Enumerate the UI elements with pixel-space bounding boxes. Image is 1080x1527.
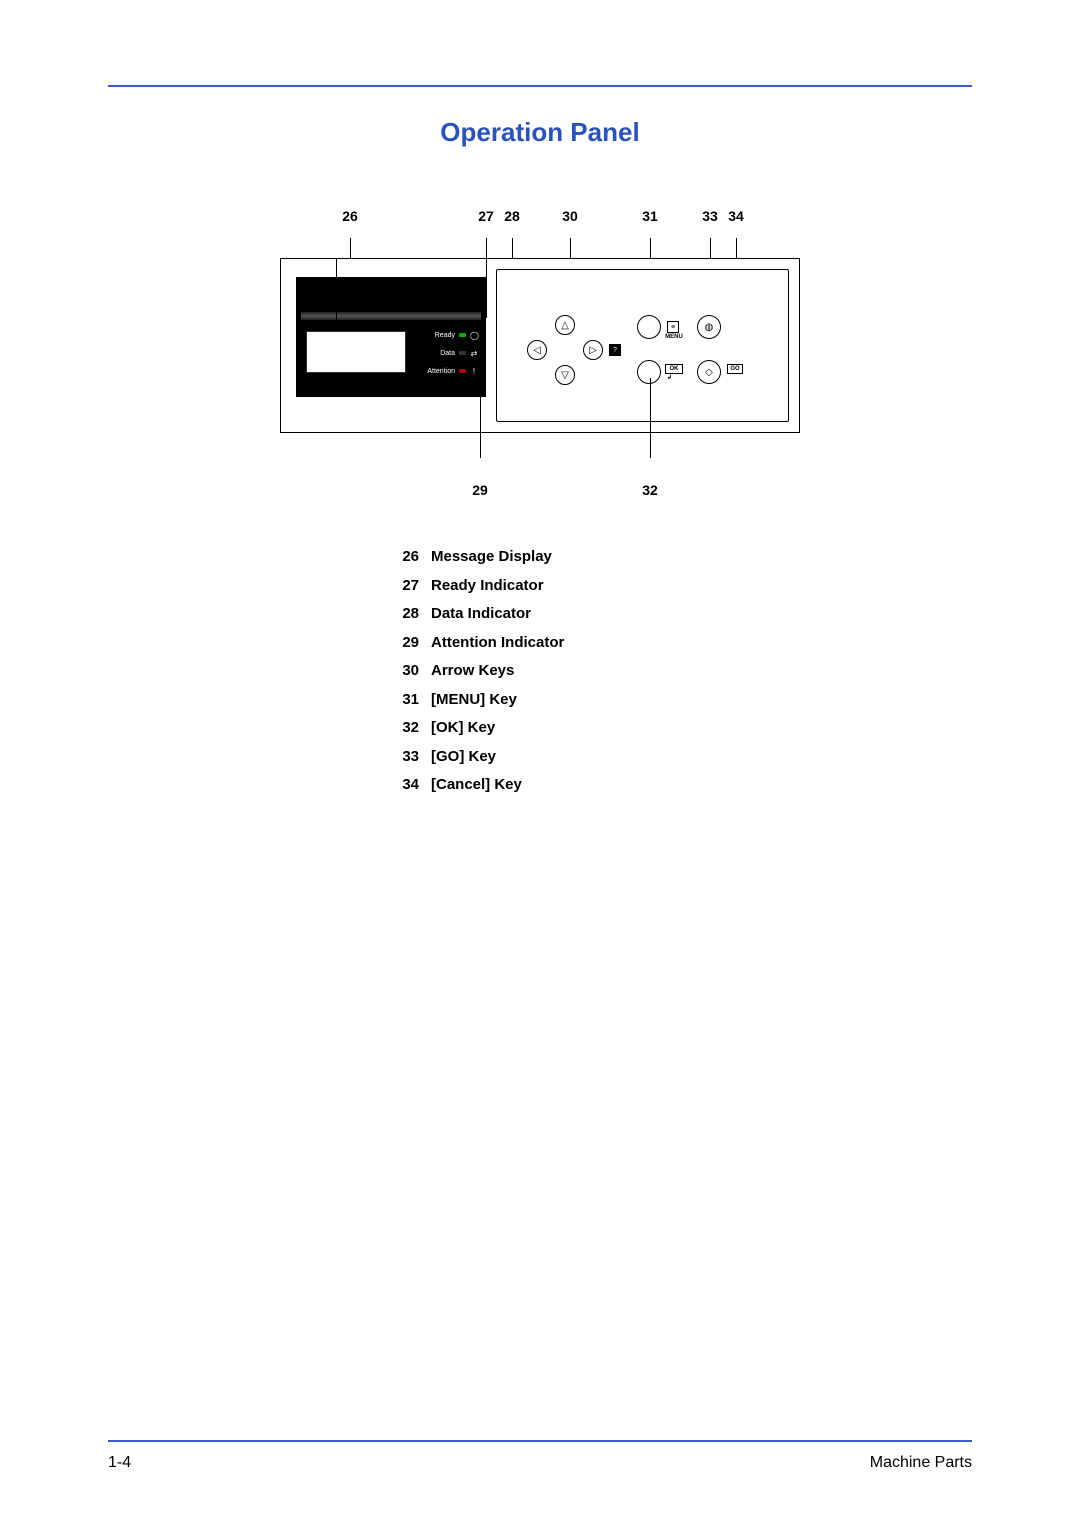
legend-num: 27 (395, 572, 419, 601)
callout-34: 34 (728, 208, 744, 224)
leader-29 (480, 378, 481, 458)
leader-33 (710, 238, 711, 258)
legend-row: 31 [MENU] Key (395, 686, 750, 715)
legend-text: [MENU] Key (431, 686, 517, 715)
legend-row: 26 Message Display (395, 543, 750, 572)
legend-row: 27 Ready Indicator (395, 572, 750, 601)
message-display (306, 331, 406, 373)
arrow-down-key[interactable]: ▽ (555, 365, 575, 385)
help-icon: ? (609, 344, 621, 356)
callout-33: 33 (702, 208, 718, 224)
legend-num: 31 (395, 686, 419, 715)
legend-num: 29 (395, 629, 419, 658)
data-led (459, 351, 466, 355)
section-name: Machine Parts (870, 1454, 972, 1472)
operation-panel-diagram: 26 27 28 30 31 33 34 Ecosys FS-C5200DN (280, 208, 800, 498)
legend-text: Ready Indicator (431, 572, 544, 601)
attention-label: Attention (413, 368, 455, 375)
legend-list: 26 Message Display 27 Ready Indicator 28 Da… (330, 543, 750, 800)
arrow-up-key[interactable]: △ (555, 315, 575, 335)
callout-32: 32 (642, 482, 658, 498)
keys-area: △ ◁ ▷ ▽ ? ≡ MENU OK ↲ ◍ ◇ GO (496, 269, 789, 422)
legend-row: 34 [Cancel] Key (395, 771, 750, 800)
attention-indicator-row: Attention ! (413, 362, 478, 380)
callout-27: 27 (478, 208, 494, 224)
legend-text: Attention Indicator (431, 629, 564, 658)
panel-frame: Ecosys FS-C5200DN Ready ◯ Data ⇄ (280, 258, 800, 433)
callout-26: 26 (342, 208, 358, 224)
ok-enter-icon: ↲ (667, 374, 672, 381)
legend-num: 26 (395, 543, 419, 572)
go-key[interactable]: ◍ (697, 315, 721, 339)
leader-34 (736, 238, 737, 258)
leader-32 (650, 378, 651, 458)
callout-28: 28 (504, 208, 520, 224)
callouts-bottom: 29 32 (280, 468, 800, 498)
display-strip (301, 312, 481, 320)
cancel-key[interactable]: ◇ (697, 360, 721, 384)
legend-text: [GO] Key (431, 743, 496, 772)
page-title: Operation Panel (108, 117, 972, 148)
attention-led (459, 369, 466, 373)
legend-text: Message Display (431, 543, 552, 572)
data-icon: ⇄ (470, 349, 478, 358)
leader-31 (650, 238, 651, 258)
leader-26-inner (336, 259, 337, 331)
indicator-column: Ready ◯ Data ⇄ Attention ! (413, 326, 478, 380)
legend-row: 28 Data Indicator (395, 600, 750, 629)
legend-row: 30 Arrow Keys (395, 657, 750, 686)
legend-row: 32 [OK] Key (395, 714, 750, 743)
legend-num: 28 (395, 600, 419, 629)
ready-label: Ready (413, 332, 455, 339)
leader-28 (512, 238, 513, 258)
leader-27 (486, 238, 487, 318)
legend-row: 29 Attention Indicator (395, 629, 750, 658)
legend-num: 33 (395, 743, 419, 772)
header-rule (108, 85, 972, 87)
data-label: Data (413, 350, 455, 357)
callout-31: 31 (642, 208, 658, 224)
ready-led (459, 333, 466, 337)
footer-rule (108, 1440, 972, 1442)
ready-indicator-row: Ready ◯ (413, 326, 478, 344)
leader-30 (570, 238, 571, 258)
callout-29: 29 (472, 482, 488, 498)
page-number: 1-4 (108, 1454, 131, 1472)
menu-key[interactable] (637, 315, 661, 339)
legend-num: 30 (395, 657, 419, 686)
attention-icon: ! (470, 367, 478, 376)
menu-icon: ≡ (667, 321, 679, 333)
legend-text: [OK] Key (431, 714, 495, 743)
ready-icon: ◯ (470, 331, 478, 340)
menu-label: MENU (665, 334, 683, 340)
callout-30: 30 (562, 208, 578, 224)
legend-num: 32 (395, 714, 419, 743)
arrow-right-key[interactable]: ▷ (583, 340, 603, 360)
legend-text: [Cancel] Key (431, 771, 522, 800)
legend-row: 33 [GO] Key (395, 743, 750, 772)
legend-text: Arrow Keys (431, 657, 514, 686)
data-indicator-row: Data ⇄ (413, 344, 478, 362)
ok-label: OK (665, 364, 683, 374)
leader-26 (350, 238, 351, 258)
callouts-top: 26 27 28 30 31 33 34 (280, 208, 800, 238)
legend-text: Data Indicator (431, 600, 531, 629)
go-label: GO (727, 364, 743, 374)
ok-key[interactable] (637, 360, 661, 384)
arrow-left-key[interactable]: ◁ (527, 340, 547, 360)
legend-num: 34 (395, 771, 419, 800)
